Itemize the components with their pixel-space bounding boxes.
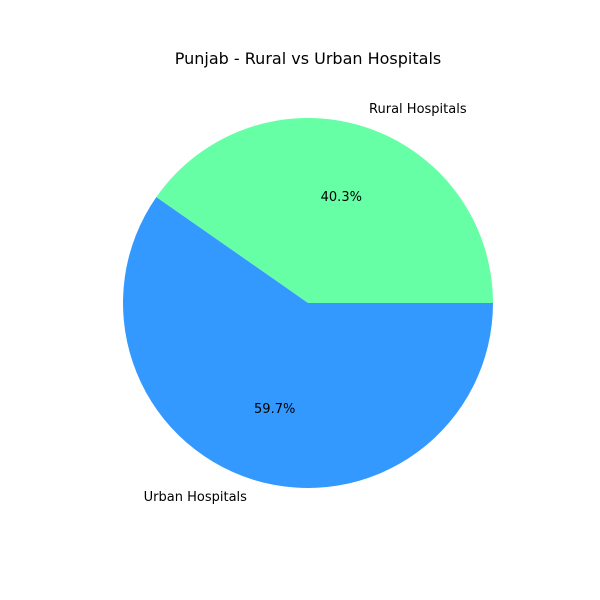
slice-label: Rural Hospitals [369, 102, 467, 117]
chart-title: Punjab - Rural vs Urban Hospitals [175, 49, 441, 68]
pie-labels: Rural Hospitals 40.3% Urban Hospitals 59.7% [144, 102, 467, 505]
slice-label: Urban Hospitals [144, 490, 247, 505]
slice-percent-label: 59.7% [254, 402, 295, 417]
pie-slice-urban-hospitals [123, 197, 493, 489]
slice-percent-label: 40.3% [321, 190, 362, 205]
pie-slices [123, 117, 494, 489]
pie-slice-rural-hospitals [156, 117, 494, 303]
